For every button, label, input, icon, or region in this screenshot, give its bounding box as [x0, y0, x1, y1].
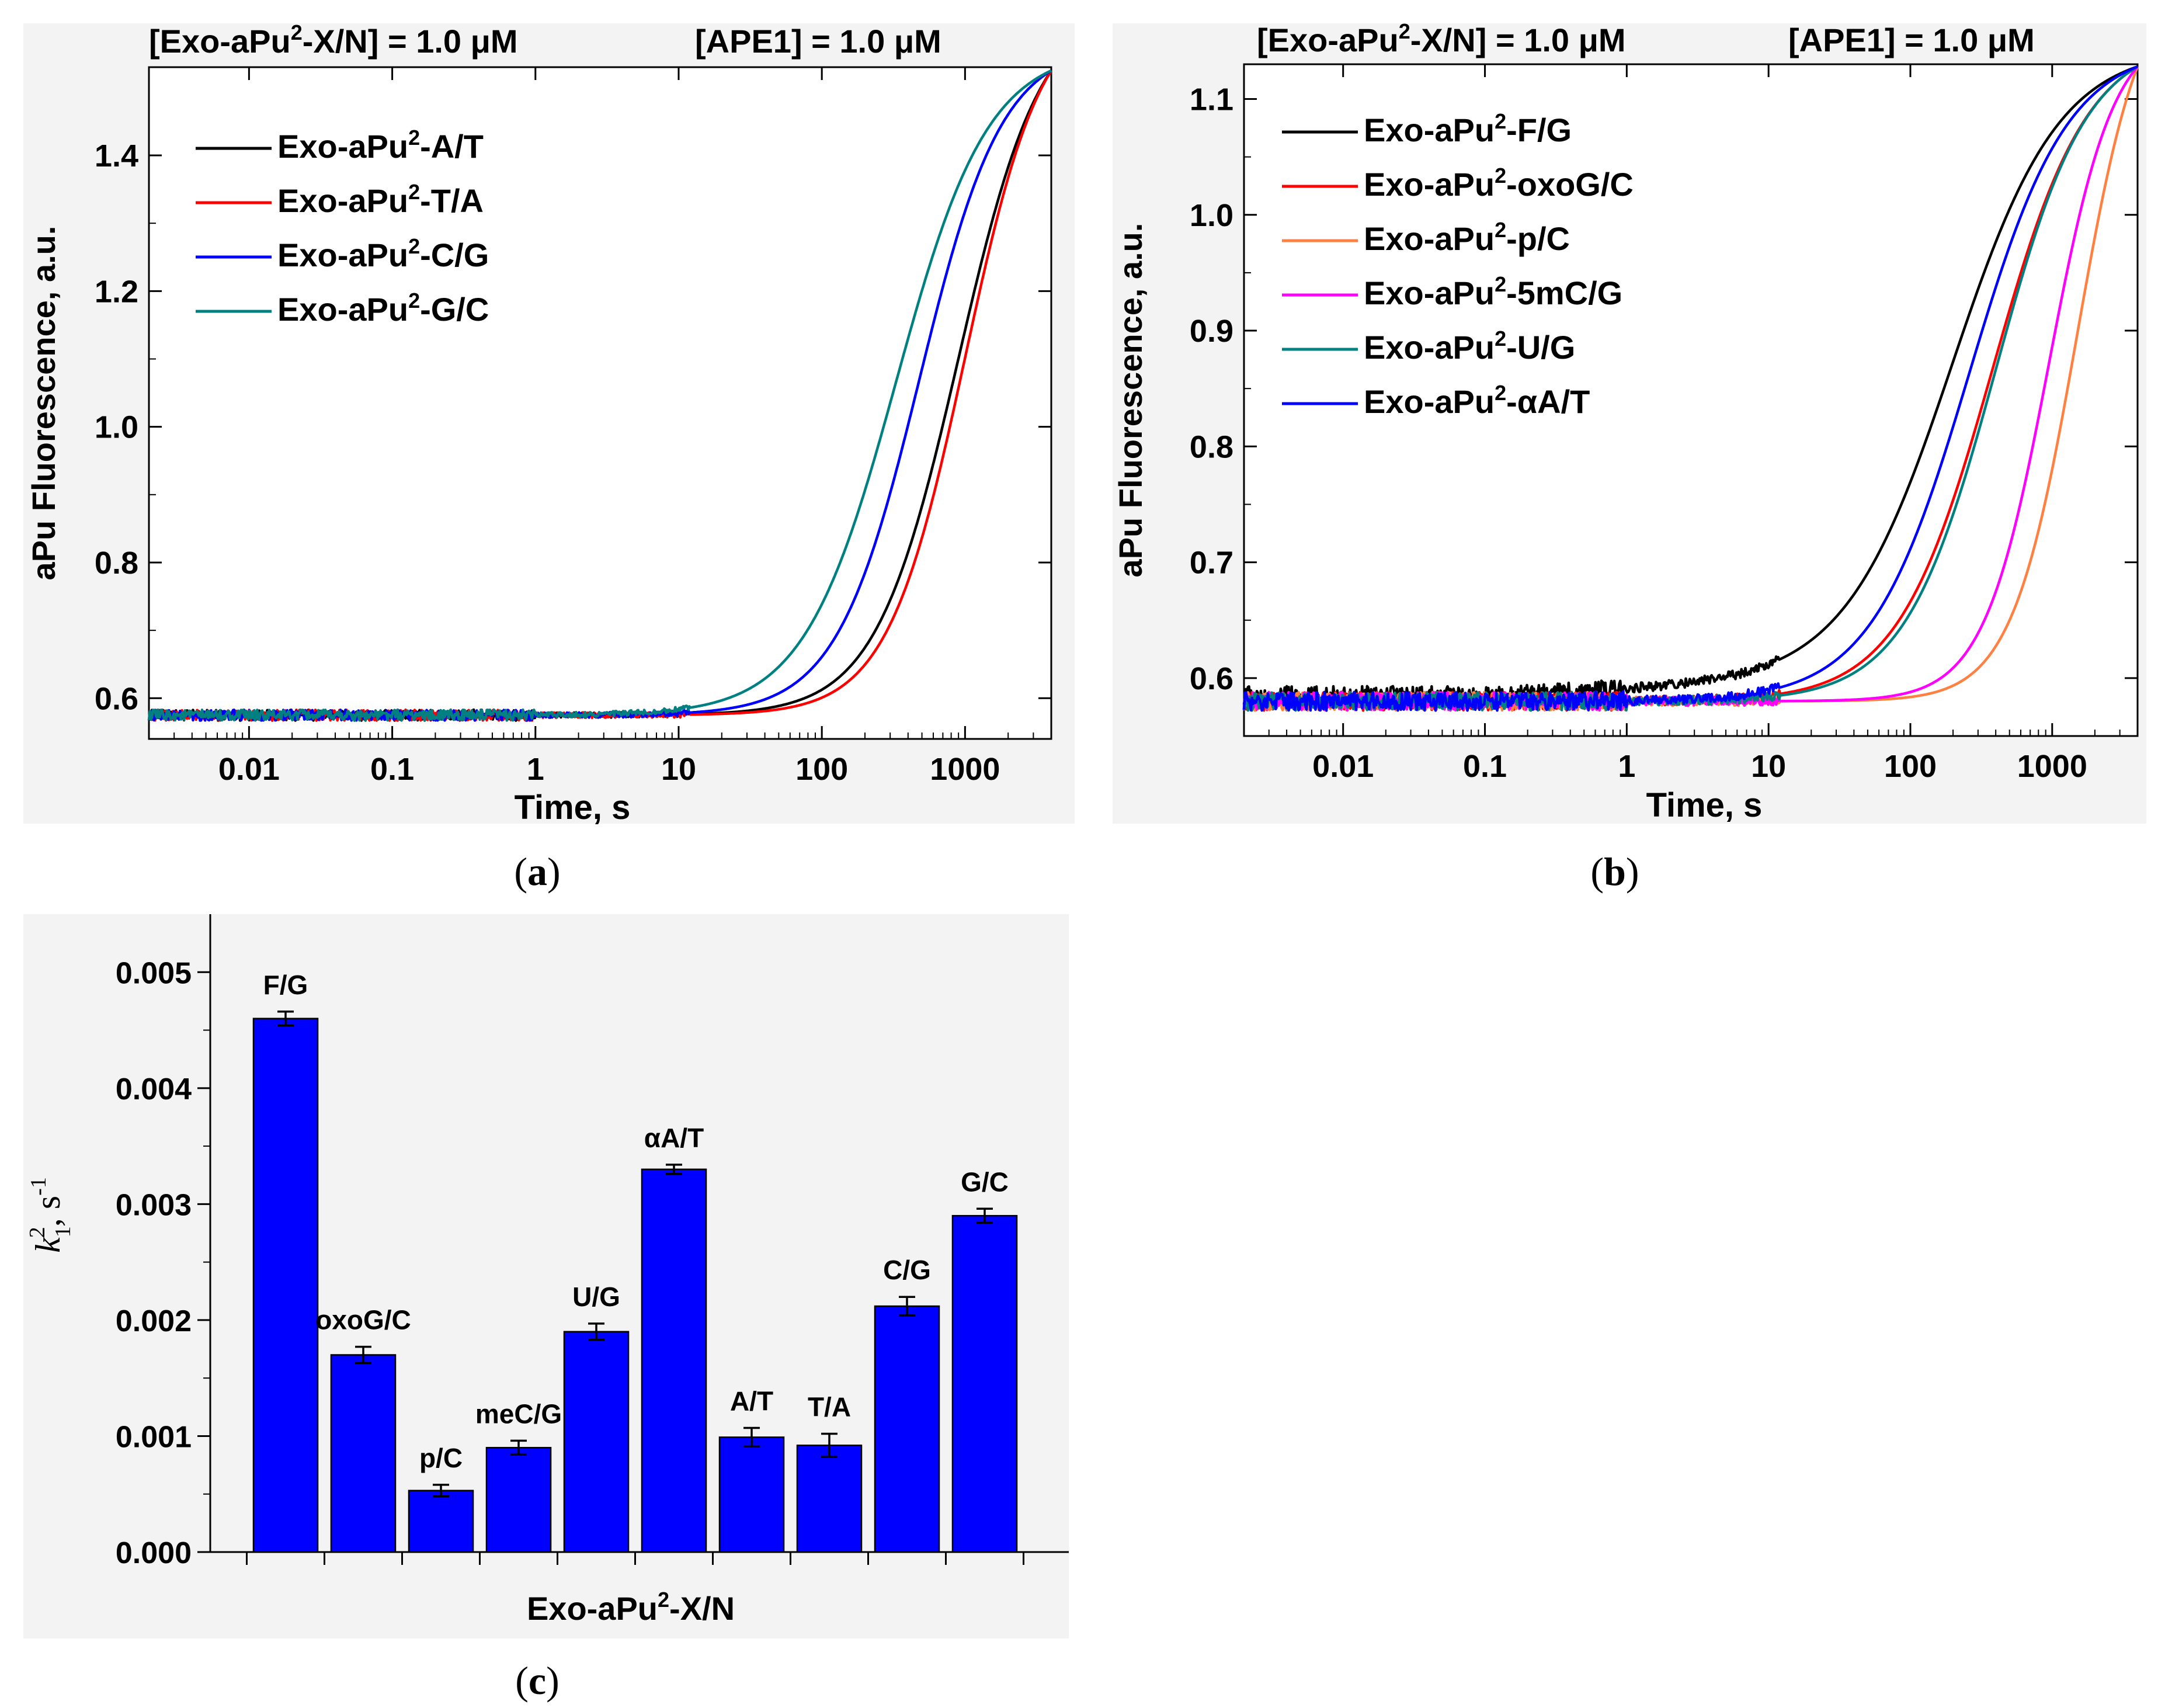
y-tick-label: 0.6 [95, 681, 138, 716]
panel-a-header-right: [APE1] = 1.0 μM [695, 23, 941, 60]
panel-b-y-label: aPu Fluorescence, a.u. [1112, 223, 1149, 578]
bar-label: oxoG/C [315, 1305, 411, 1335]
y-tick-label: 0.6 [1190, 661, 1233, 696]
y-tick-label: 0.003 [116, 1188, 192, 1222]
panel-b-y-axis: 0.6 0.7 0.8 0.9 1.0 1.1 [1190, 82, 2138, 696]
panel-a-y-axis: 0.6 0.8 1.0 1.2 1.4 [95, 138, 1051, 716]
y-tick-label: 0.8 [95, 546, 138, 581]
svg-text:k12, s-1: k12, s-1 [25, 1177, 75, 1253]
y-tick-label: 0.004 [116, 1072, 192, 1106]
y-tick-label: 0.9 [1190, 314, 1233, 349]
panel-a-plot-area [148, 66, 1052, 740]
panel-c-y-label: k12, s-1 [25, 1177, 75, 1253]
legend-label: Exo-aPu2-5mC/G [1364, 272, 1622, 311]
bar-label: F/G [263, 970, 308, 1000]
bar-label: meC/G [475, 1398, 562, 1429]
x-tick-label: 1 [1618, 749, 1635, 784]
panel-c-caption: (c) [515, 1658, 560, 1703]
x-tick-label: 100 [795, 752, 848, 787]
legend-label: Exo-aPu2-T/A [277, 180, 484, 219]
panel-a-header-left: [Exo-aPu2-X/N] = 1.0 μM [149, 20, 518, 60]
bar-2 [408, 1490, 474, 1553]
legend-label: Exo-aPu2-F/G [1364, 109, 1572, 148]
bar-label: αA/T [644, 1123, 704, 1153]
panel-c-y-axis: 0.000 0.001 0.002 0.003 0.004 0.005 [116, 956, 210, 1570]
y-tick-label: 0.000 [116, 1536, 192, 1570]
legend-label: Exo-aPu2-C/G [277, 234, 489, 273]
y-tick-label: 0.001 [116, 1420, 192, 1454]
bar-label: U/G [572, 1282, 620, 1312]
series-line-fg [1242, 65, 2138, 706]
x-tick-label: 0.01 [1312, 749, 1374, 784]
x-tick-label: 100 [1884, 749, 1937, 784]
panel-b: [Exo-aPu2-X/N] = 1.0 μM [APE1] = 1.0 μM … [1112, 19, 2146, 894]
legend-label: Exo-aPu2-oxoG/C [1364, 164, 1634, 203]
bar-8 [874, 1305, 940, 1553]
bar-6 [718, 1436, 785, 1553]
x-tick-label: 10 [1751, 749, 1786, 784]
panel-a-series-group [147, 69, 1052, 722]
y-tick-label: 1.4 [95, 138, 138, 173]
y-tick-label: 1.2 [95, 274, 138, 309]
panel-c-x-ticks [246, 1552, 1024, 1565]
bar-label: A/T [730, 1386, 773, 1417]
panel-b-header-right: [APE1] = 1.0 μM [1788, 22, 2035, 58]
legend-label: Exo-aPu2-p/C [1364, 218, 1570, 257]
panel-b-x-axis: 0.01 0.1 1 10 100 1000 [1243, 64, 2138, 784]
legend-label: Exo-aPu2-A/T [277, 126, 484, 165]
bar-9 [951, 1214, 1018, 1553]
y-tick-label: 0.8 [1190, 429, 1233, 464]
y-tick-label: 1.0 [1190, 198, 1233, 233]
x-tick-label: 1 [527, 752, 544, 787]
legend-label: Exo-aPu2-αA/T [1364, 381, 1590, 420]
y-tick-label: 0.002 [116, 1304, 192, 1338]
series-line-at [1242, 65, 2138, 712]
y-tick-label: 1.1 [1190, 82, 1233, 117]
legend-label: Exo-aPu2-U/G [1364, 327, 1575, 366]
bar-1 [330, 1354, 397, 1553]
x-tick-label: 0.1 [1463, 749, 1507, 784]
legend-label: Exo-aPu2-G/C [277, 289, 489, 328]
bar-label: C/G [883, 1255, 931, 1285]
panel-b-series-group [1242, 65, 2139, 712]
panel-a-caption: (a) [514, 849, 560, 894]
panel-b-legend: Exo-aPu2-F/G Exo-aPu2-oxoG/C Exo-aPu2-p/C E… [1282, 109, 1634, 420]
bar-4 [563, 1331, 630, 1553]
series-line-cg [147, 69, 1052, 722]
x-tick-label: 0.01 [218, 752, 280, 787]
x-tick-label: 1000 [930, 752, 1000, 787]
y-tick-label: 1.0 [95, 410, 138, 445]
y-tick-label: 0.7 [1190, 546, 1233, 581]
panel-b-caption: (b) [1590, 849, 1639, 894]
panel-a-x-axis: 0.01 0.1 1 10 100 1000 [148, 67, 1052, 787]
panel-a: [Exo-aPu2-X/N] = 1.0 μM [APE1] = 1.0 μM … [23, 20, 1075, 894]
bar-7 [796, 1445, 863, 1553]
panel-b-x-label: Time, s [1646, 786, 1763, 824]
bar-3 [485, 1447, 552, 1553]
bar-label: T/A [808, 1391, 851, 1422]
x-tick-label: 10 [661, 752, 696, 787]
x-tick-label: 1000 [2017, 749, 2087, 784]
panel-c-bars: F/G oxoG/C p/C meC/G U/G αA/T A/T T/A C/G G/C [252, 970, 1018, 1553]
panel-c: 0.000 0.001 0.002 0.003 0.004 0.005 F/G oxoG/C… [23, 914, 1069, 1703]
bar-label: p/C [419, 1443, 463, 1473]
panel-a-y-label: aPu Fluorescence, a.u. [25, 226, 62, 581]
series-line-gc [147, 69, 1052, 722]
bar-0 [252, 1018, 319, 1553]
panel-a-x-label: Time, s [515, 789, 631, 827]
x-tick-label: 0.1 [370, 752, 414, 787]
panel-a-legend: Exo-aPu2-A/T Exo-aPu2-T/A Exo-aPu2-C/G Exo-… [196, 126, 489, 328]
panel-b-header-left: [Exo-aPu2-X/N] = 1.0 μM [1257, 19, 1626, 58]
panel-c-x-label: Exo-aPu2-X/N [527, 1588, 735, 1627]
y-tick-label: 0.005 [116, 956, 192, 990]
bar-5 [641, 1168, 707, 1553]
bar-label: G/C [961, 1167, 1009, 1197]
